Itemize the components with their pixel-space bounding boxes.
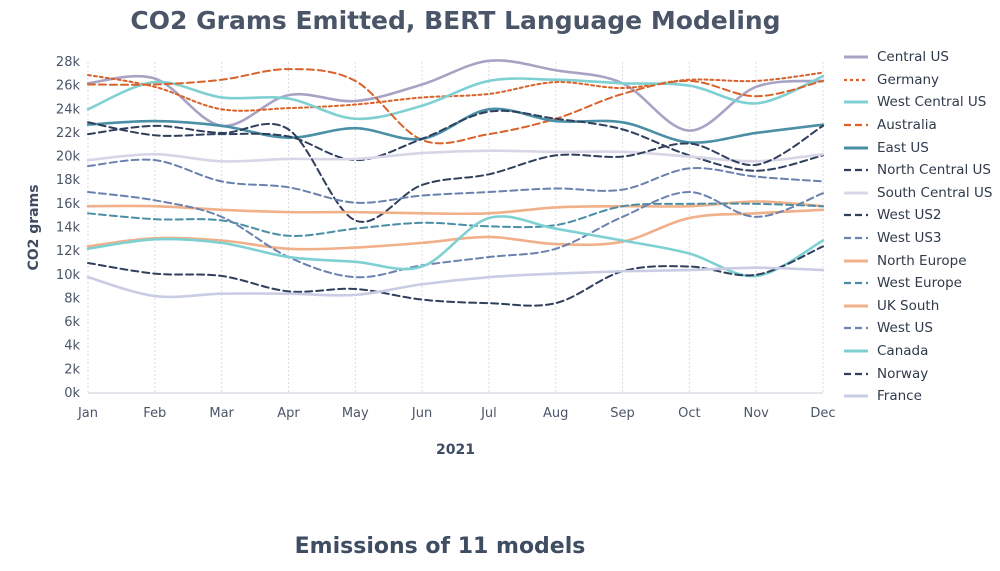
legend-swatch — [844, 282, 868, 285]
legend-item-norway[interactable]: Norway — [843, 362, 1000, 385]
chart-title: CO2 Grams Emitted, BERT Language Modelin… — [130, 6, 781, 35]
y-tick-label: 26k — [56, 79, 81, 94]
y-tick-label: 6k — [64, 315, 80, 330]
legend-swatch — [844, 372, 868, 375]
legend-swatch — [844, 146, 868, 150]
legend-label: West Central US — [877, 94, 987, 111]
y-tick-label: 22k — [56, 126, 81, 141]
series-line-west-europe[interactable] — [87, 202, 824, 237]
series-line-west-us3[interactable] — [87, 158, 824, 204]
series-line-west-us2[interactable] — [87, 122, 824, 223]
y-tick-label: 20k — [56, 150, 81, 165]
legend-label: West US — [877, 320, 933, 337]
series-line-germany[interactable] — [87, 71, 824, 112]
legend-item-south-central-us[interactable]: South Central US — [843, 182, 1000, 205]
x-tick-label: Dec — [810, 406, 835, 421]
legend-label: Germany — [877, 71, 940, 88]
x-tick-label: Jan — [77, 406, 98, 421]
legend-swatch — [844, 55, 868, 59]
legend-label: Australia — [877, 117, 937, 134]
legend-swatch — [844, 304, 868, 308]
legend-label: France — [877, 388, 922, 405]
series-line-west-us[interactable] — [87, 191, 824, 279]
legend-label: Norway — [877, 365, 929, 382]
legend-label: West US3 — [877, 230, 942, 247]
series-line-australia[interactable] — [87, 68, 824, 145]
legend-item-uk-south[interactable]: UK South — [843, 295, 1000, 318]
legend-label: East US — [877, 139, 929, 156]
legend-item-north-central-us[interactable]: North Central US — [843, 159, 1000, 182]
x-tick-label: Nov — [743, 406, 769, 421]
legend-swatch — [844, 327, 868, 330]
legend-swatch — [844, 100, 868, 104]
series-line-central-us[interactable] — [86, 59, 825, 132]
y-tick-label: 10k — [56, 268, 81, 283]
x-tick-label: Mar — [209, 406, 234, 421]
y-tick-label: 8k — [64, 291, 80, 306]
legend-item-west-us[interactable]: West US — [843, 317, 1000, 340]
series-line-west-central-us[interactable] — [86, 74, 825, 121]
legend-item-west-us2[interactable]: West US2 — [843, 204, 1000, 227]
legend-swatch — [844, 214, 868, 217]
y-tick-label: 12k — [56, 244, 81, 259]
axis-layer: Jan Feb Mar Apr May Jun Jul Aug Sep Oct Nov Dec 0k 2k… — [56, 55, 836, 421]
legend-label: UK South — [877, 297, 940, 314]
legend-swatch — [844, 78, 868, 81]
legend-item-east-us[interactable]: East US — [843, 136, 1000, 159]
y-tick-label: 16k — [56, 197, 81, 212]
chart-legend: Central US Germany West Central US Australi… — [843, 46, 1000, 408]
series-line-uk-south[interactable] — [86, 208, 825, 251]
y-tick-label: 18k — [56, 173, 81, 188]
legend-item-west-europe[interactable]: West Europe — [843, 272, 1000, 295]
series-layer — [86, 59, 825, 307]
x-tick-label: Jul — [480, 406, 497, 421]
legend-swatch — [844, 394, 868, 398]
series-line-canada[interactable] — [86, 215, 825, 278]
legend-swatch — [844, 236, 868, 240]
y-tick-label: 24k — [56, 102, 81, 117]
legend-label: North Europe — [877, 252, 967, 269]
legend-item-central-us[interactable]: Central US — [843, 46, 1000, 69]
legend-label: West US2 — [877, 207, 942, 224]
x-tick-label: Aug — [543, 406, 568, 421]
legend-item-west-us3[interactable]: West US3 — [843, 227, 1000, 250]
x-tick-label: Jun — [411, 406, 432, 421]
legend-swatch — [844, 191, 868, 195]
x-tick-label: Sep — [610, 406, 635, 421]
y-axis-title: CO2 grams — [26, 184, 42, 270]
series-line-france[interactable] — [86, 266, 825, 299]
series-line-norway[interactable] — [87, 245, 824, 307]
legend-item-germany[interactable]: Germany — [843, 69, 1000, 92]
legend-item-north-europe[interactable]: North Europe — [843, 249, 1000, 272]
y-tick-label: 4k — [64, 339, 80, 354]
legend-swatch — [844, 123, 868, 127]
legend-swatch — [844, 349, 868, 353]
y-tick-label: 2k — [64, 362, 80, 377]
x-tick-label: Feb — [143, 406, 166, 421]
y-tick-label: 14k — [56, 221, 81, 236]
x-tick-label: Apr — [277, 406, 300, 421]
y-tick-label: 0k — [64, 386, 80, 401]
series-line-north-europe[interactable] — [86, 200, 825, 216]
legend-item-west-central-us[interactable]: West Central US — [843, 91, 1000, 114]
legend-swatch — [844, 259, 868, 263]
x-axis-title: 2021 — [436, 442, 475, 458]
legend-label: Canada — [877, 343, 929, 360]
legend-item-canada[interactable]: Canada — [843, 340, 1000, 363]
x-tick-label: May — [342, 406, 369, 421]
page-subtitle: Emissions of 11 models — [294, 534, 586, 559]
legend-label: South Central US — [877, 184, 993, 201]
legend-item-australia[interactable]: Australia — [843, 114, 1000, 137]
legend-label: West Europe — [877, 275, 962, 292]
legend-item-france[interactable]: France — [843, 385, 1000, 408]
x-tick-label: Oct — [678, 406, 700, 421]
y-tick-label: 28k — [56, 55, 81, 70]
legend-label: Central US — [877, 49, 949, 66]
legend-label: North Central US — [877, 162, 991, 179]
series-line-south-central-us[interactable] — [86, 149, 825, 163]
legend-swatch — [844, 169, 868, 172]
